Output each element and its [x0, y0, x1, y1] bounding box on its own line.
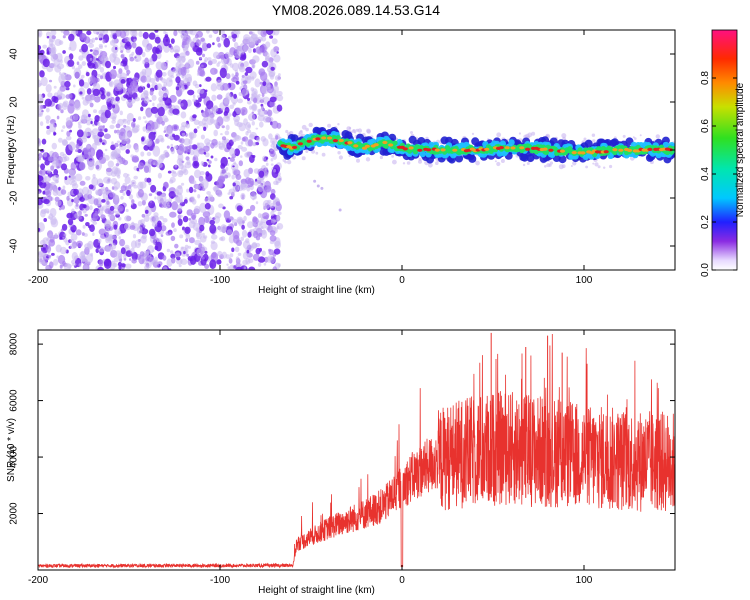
y-tick-label: 6000: [9, 389, 20, 412]
colorbar-label: Normalized spectral amplitude: [735, 82, 746, 217]
y-axis-label: SNR (10 * v/v): [6, 418, 17, 482]
x-tick-label: -100: [210, 575, 230, 586]
x-tick-label: -200: [28, 575, 48, 586]
y-tick-label: 8000: [9, 333, 20, 356]
spectrogram-trace: [276, 122, 675, 212]
colorbar: 0.0 0.2 0.4 0.6 0.8 Normalized spectral ampli…: [700, 29, 746, 277]
x-tick-label: 0: [399, 575, 405, 586]
snr-panel: -200 -100 0 100 2000 4000 6000 8000 Height of st…: [6, 329, 676, 596]
x-tick-label: -200: [28, 275, 48, 286]
y-tick-label: 40: [9, 48, 20, 60]
x-axis-label: Height of straight line (km): [258, 585, 375, 596]
x-tick-label: 100: [576, 575, 593, 586]
figure-title: YM08.2026.089.14.53.G14: [271, 2, 441, 18]
colorbar-tick-label: 0.2: [700, 215, 711, 229]
x-axis-label: Height of straight line (km): [258, 285, 375, 296]
y-tick-label: -40: [9, 238, 20, 253]
y-axis-label: Frequency (Hz): [6, 116, 17, 185]
y-tick-label: -20: [9, 190, 20, 205]
y-tick-label: 4000: [9, 445, 20, 468]
colorbar-tick-label: 0.8: [700, 71, 711, 85]
x-tick-label: -100: [210, 275, 230, 286]
colorbar-tick-label: 0.0: [700, 263, 711, 277]
snr-series-line: [38, 333, 675, 569]
y-tick-label: 0: [9, 147, 20, 153]
x-tick-label: 100: [576, 275, 593, 286]
x-tick-label: 0: [399, 275, 405, 286]
y-tick-label: 20: [9, 96, 20, 108]
colorbar-tick-label: 0.4: [700, 167, 711, 181]
spectrogram-noise: [38, 30, 284, 270]
colorbar-gradient: [712, 30, 737, 270]
y-tick-label: 2000: [9, 502, 20, 525]
colorbar-tick-label: 0.6: [700, 119, 711, 133]
